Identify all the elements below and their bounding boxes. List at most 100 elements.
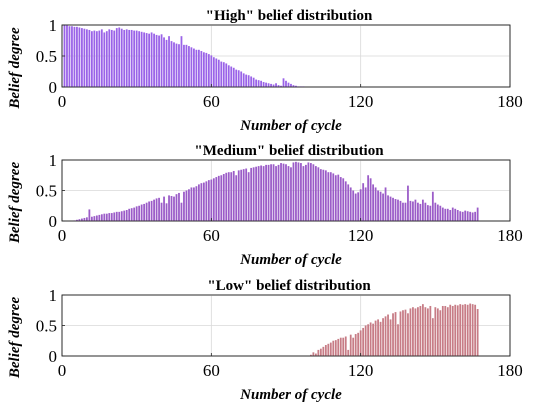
chart-title: "Medium" belief distribution (194, 143, 384, 159)
bar (148, 201, 151, 221)
bar (282, 78, 285, 87)
bar (369, 178, 372, 221)
bar (439, 205, 442, 221)
bar (317, 349, 320, 356)
bar (245, 168, 248, 221)
bar (85, 217, 88, 221)
bar (352, 337, 355, 356)
x-tick-label: 60 (203, 92, 220, 111)
bar (319, 348, 322, 356)
bar (110, 213, 113, 221)
bar (332, 173, 335, 221)
bar (200, 183, 203, 221)
bar (247, 75, 250, 87)
bar (227, 65, 230, 87)
bar (456, 210, 459, 221)
bar (334, 175, 337, 221)
bar (434, 307, 437, 356)
bar (280, 163, 282, 221)
bar (105, 213, 108, 221)
bar (461, 304, 464, 356)
y-axis-label: Belief degree (7, 162, 23, 245)
bar (188, 46, 190, 87)
bar (210, 179, 213, 221)
bar (90, 216, 93, 221)
bar (290, 167, 292, 221)
bar (225, 63, 228, 87)
bar (267, 83, 270, 87)
bar (464, 210, 467, 221)
bar (100, 29, 103, 87)
bar (143, 32, 146, 87)
bar (404, 202, 407, 221)
bar (76, 219, 78, 221)
y-tick-label: 1 (49, 16, 58, 35)
bar (108, 213, 111, 221)
bar (138, 31, 141, 87)
bar (324, 345, 327, 356)
bar (446, 307, 449, 356)
bar (217, 59, 220, 87)
bar (113, 212, 116, 221)
bar (173, 42, 175, 87)
bar (404, 309, 407, 356)
bar (342, 337, 345, 356)
bar (282, 163, 285, 221)
bar (103, 213, 106, 221)
bar (200, 51, 203, 87)
bar (222, 174, 225, 221)
bar (68, 26, 71, 88)
bar (197, 184, 200, 221)
bar (93, 216, 96, 221)
bar (305, 164, 307, 221)
high-belief-chart: 0 60 120 180 0 0.5 1 "High" belief distribution… (7, 8, 523, 134)
bar (100, 214, 103, 221)
bar (138, 205, 141, 221)
bar (397, 199, 399, 221)
bar (170, 195, 173, 221)
bar (272, 164, 275, 221)
bar (120, 28, 123, 87)
bar (414, 308, 417, 356)
bar (232, 67, 235, 87)
bar (285, 80, 287, 87)
bar (339, 177, 342, 221)
x-tick-label: 60 (203, 361, 220, 380)
bar (419, 305, 422, 356)
bar (402, 202, 404, 221)
bar (384, 187, 387, 221)
bar (429, 305, 432, 356)
bar (317, 167, 320, 221)
bar (295, 161, 297, 221)
bar (113, 30, 116, 87)
bar (250, 167, 253, 221)
bar (252, 167, 255, 221)
bar (205, 52, 208, 87)
bar (150, 200, 153, 221)
bar (95, 215, 98, 221)
bar (215, 58, 218, 87)
bar (337, 338, 340, 356)
bar (347, 184, 350, 221)
bar (399, 311, 402, 356)
bar (322, 346, 325, 356)
bar (329, 172, 332, 221)
bar (426, 308, 429, 356)
bar (469, 211, 472, 221)
bar (474, 211, 477, 221)
bar (389, 319, 392, 356)
bar (135, 206, 138, 221)
bar (451, 305, 454, 356)
bar (344, 181, 347, 221)
bar (454, 304, 457, 356)
bar (83, 28, 86, 87)
y-axis-label: Belief degree (7, 297, 23, 380)
bar (407, 313, 409, 356)
bar (344, 336, 347, 356)
bar (95, 31, 98, 87)
bar (362, 183, 365, 221)
bar (260, 80, 263, 87)
bar (277, 85, 280, 87)
bar (148, 33, 151, 87)
